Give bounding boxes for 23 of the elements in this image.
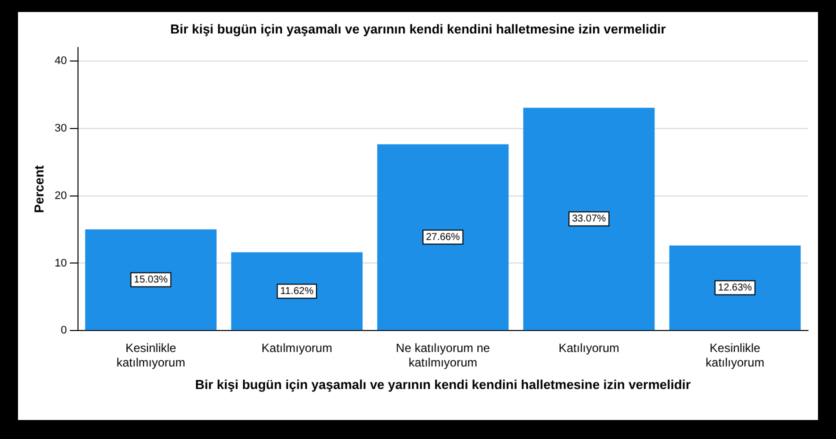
y-tick-label: 20 <box>54 190 67 202</box>
bar <box>523 108 655 330</box>
x-tick-label: Katılmıyorum <box>262 341 332 356</box>
bar <box>377 144 509 330</box>
bar <box>669 246 801 330</box>
data-label: 11.62% <box>280 286 314 297</box>
y-tick-label: 0 <box>60 324 67 337</box>
x-tick-label: Ne katılıyorum ne katılmıyorum <box>396 341 490 370</box>
data-label: 15.03% <box>134 274 168 286</box>
data-label: 27.66% <box>426 232 460 243</box>
x-tick-label: Kesinlikle katılmıyorum <box>116 341 186 370</box>
chart-title: Bir kişi bugün için yaşamalı ve yarının kendi kendini halletmesine izin vermelidir <box>170 21 666 36</box>
y-tick-label: 10 <box>54 257 67 270</box>
bar <box>231 252 363 330</box>
x-tick-label: Katılıyorum <box>558 341 620 356</box>
data-label: 33.07% <box>572 214 606 225</box>
x-tick-label: Kesinlikle katılıyorum <box>706 341 764 370</box>
y-tick-label: 40 <box>54 55 67 68</box>
y-tick-label: 30 <box>54 122 67 134</box>
x-axis-title: Bir kişi bugün için yaşamalı ve yarının kendi kendini halletmesine izin vermelidir <box>195 376 691 392</box>
bar <box>85 229 217 330</box>
data-label: 12.63% <box>718 282 752 294</box>
y-axis-title: Percent <box>31 164 46 213</box>
